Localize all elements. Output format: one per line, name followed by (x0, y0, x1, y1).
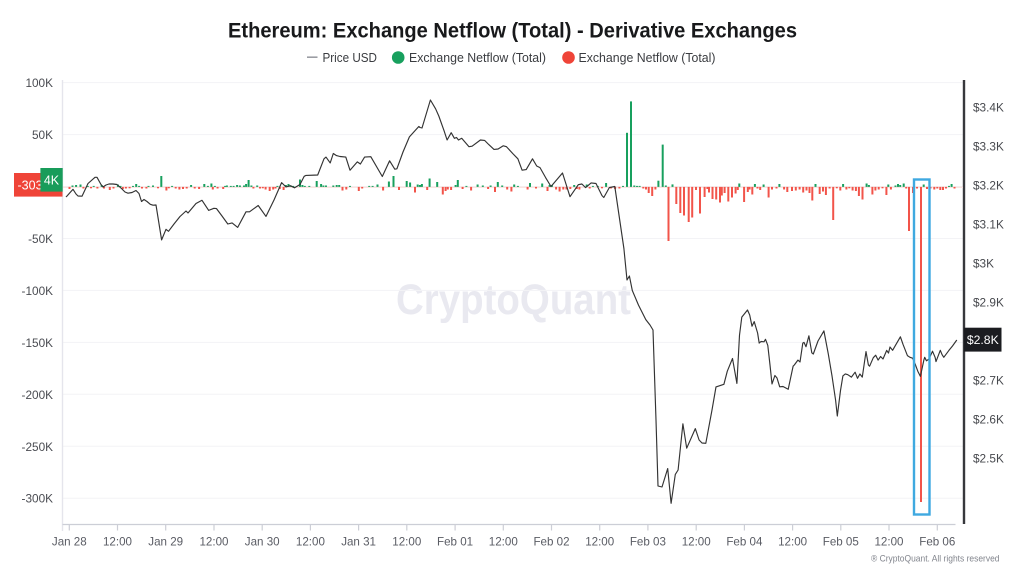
svg-text:12:00: 12:00 (585, 536, 614, 549)
svg-text:Feb 01: Feb 01 (437, 536, 473, 549)
svg-text:-200K: -200K (22, 388, 54, 402)
svg-text:$3.3K: $3.3K (973, 139, 1004, 153)
svg-text:$2.9K: $2.9K (973, 295, 1004, 309)
svg-text:$2.8K: $2.8K (967, 333, 999, 347)
svg-text:12:00: 12:00 (392, 536, 421, 549)
svg-text:$2.5K: $2.5K (973, 451, 1004, 465)
svg-text:-250K: -250K (22, 440, 54, 454)
svg-text:Exchange Netflow (Total): Exchange Netflow (Total) (579, 50, 716, 65)
svg-text:Feb 02: Feb 02 (533, 536, 569, 549)
svg-text:12:00: 12:00 (874, 536, 903, 549)
svg-text:$3K: $3K (973, 256, 994, 270)
svg-text:Jan 31: Jan 31 (341, 536, 376, 549)
svg-text:$3.4K: $3.4K (973, 100, 1004, 114)
svg-text:-150K: -150K (22, 336, 54, 350)
svg-text:-300K: -300K (22, 492, 54, 506)
svg-text:$3.1K: $3.1K (973, 217, 1004, 231)
svg-text:100K: 100K (25, 76, 53, 90)
svg-text:Ethereum: Exchange Netflow (To: Ethereum: Exchange Netflow (Total) - Der… (228, 20, 797, 43)
svg-text:$2.6K: $2.6K (973, 412, 1004, 426)
svg-text:12:00: 12:00 (103, 536, 132, 549)
svg-text:Feb 03: Feb 03 (630, 536, 666, 549)
svg-text:Jan 30: Jan 30 (245, 536, 280, 549)
svg-text:Feb 04: Feb 04 (726, 536, 763, 549)
svg-text:Feb 05: Feb 05 (823, 536, 859, 549)
svg-text:12:00: 12:00 (682, 536, 711, 549)
svg-text:Jan 29: Jan 29 (148, 536, 183, 549)
svg-text:Jan 28: Jan 28 (52, 536, 87, 549)
svg-text:$2.7K: $2.7K (973, 373, 1004, 387)
svg-text:-50K: -50K (28, 232, 53, 246)
svg-text:50K: 50K (32, 128, 53, 142)
svg-text:12:00: 12:00 (778, 536, 807, 549)
svg-text:12:00: 12:00 (489, 536, 518, 549)
svg-text:-100K: -100K (22, 284, 54, 298)
svg-text:12:00: 12:00 (296, 536, 325, 549)
svg-text:CryptoQuant: CryptoQuant (396, 276, 631, 324)
svg-text:Exchange Netflow (Total): Exchange Netflow (Total) (409, 50, 546, 65)
svg-text:Price USD: Price USD (323, 50, 378, 65)
svg-text:$3.2K: $3.2K (973, 178, 1004, 192)
svg-text:Feb 06: Feb 06 (919, 536, 955, 549)
svg-text:® CryptoQuant. All rights rese: ® CryptoQuant. All rights reserved (871, 554, 1000, 565)
svg-text:12:00: 12:00 (199, 536, 228, 549)
svg-text:4K: 4K (44, 173, 60, 187)
